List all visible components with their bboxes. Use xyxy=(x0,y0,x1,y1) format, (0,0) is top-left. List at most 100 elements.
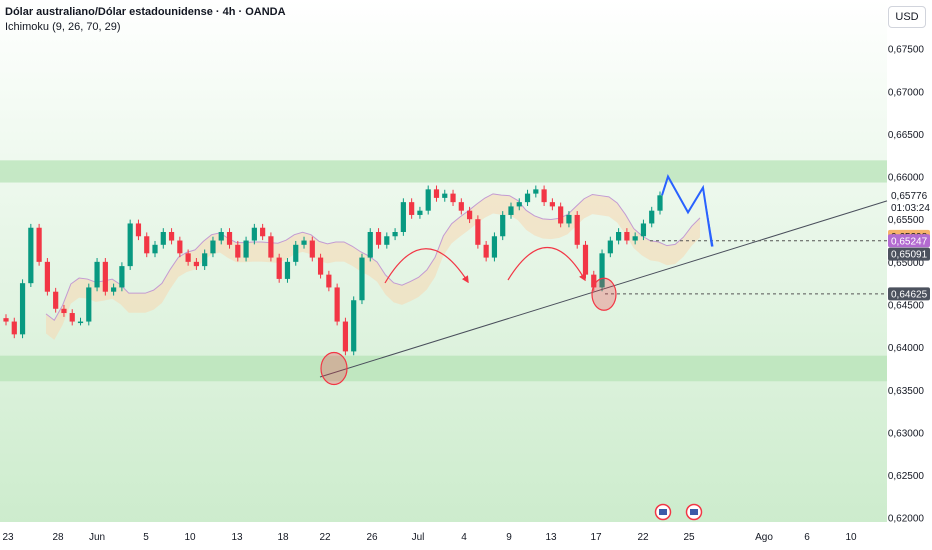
x-tick-label: 25 xyxy=(683,532,695,543)
candle xyxy=(301,240,307,245)
chart-header: Dólar australiano/Dólar estadounidense ·… xyxy=(5,5,286,35)
candle xyxy=(317,257,324,275)
candle xyxy=(53,291,59,309)
y-tick-label: 0,62500 xyxy=(888,471,925,482)
candle xyxy=(384,236,390,245)
candle xyxy=(69,313,75,322)
candle xyxy=(251,227,257,241)
price-tag xyxy=(888,247,930,261)
candle xyxy=(367,232,373,258)
x-tick-label: 4 xyxy=(461,532,467,543)
x-tick-label: 22 xyxy=(637,532,649,543)
x-tick-label: Jul xyxy=(412,532,425,543)
x-tick-label: 5 xyxy=(143,532,149,543)
candle xyxy=(516,202,522,207)
candle xyxy=(500,214,506,237)
candle xyxy=(433,189,440,198)
x-tick-label: 18 xyxy=(277,532,289,543)
trendline xyxy=(319,200,888,378)
x-tick-label: 23 xyxy=(2,532,14,543)
y-tick-label: 0,63000 xyxy=(888,428,925,439)
curved-arrow xyxy=(507,246,586,282)
plot-background xyxy=(0,0,887,522)
ichimoku-cloud xyxy=(46,193,700,340)
candle xyxy=(284,261,291,279)
us-flag-icon xyxy=(690,509,698,515)
candle xyxy=(524,193,531,203)
candle xyxy=(127,223,133,267)
candle xyxy=(210,240,216,254)
y-tick-label: 0,65000 xyxy=(888,258,925,269)
candle xyxy=(235,244,241,258)
y-tick-label: 0,64000 xyxy=(888,343,925,354)
x-tick-label: 9 xyxy=(506,532,512,543)
indicator-label[interactable]: Ichimoku (9, 26, 70, 29) xyxy=(5,21,121,33)
candle xyxy=(342,321,349,352)
zone-band xyxy=(0,355,887,382)
candle xyxy=(102,261,108,292)
candle xyxy=(334,287,340,322)
candle xyxy=(359,257,365,301)
candle xyxy=(260,227,266,237)
candle xyxy=(574,214,580,245)
candle xyxy=(549,202,555,207)
price-tag xyxy=(888,287,930,301)
symbol-title[interactable]: Dólar australiano/Dólar estadounidense ·… xyxy=(5,6,286,18)
projection-tail xyxy=(702,187,714,247)
curved-arrow xyxy=(384,248,469,284)
candle xyxy=(326,274,332,288)
candle xyxy=(243,240,249,258)
x-tick-label: Jun xyxy=(89,532,105,543)
y-tick-label: 0,62000 xyxy=(888,514,925,525)
candle xyxy=(268,236,274,258)
candle xyxy=(409,202,415,215)
x-tick-label: 13 xyxy=(545,532,557,543)
candle xyxy=(309,240,315,258)
x-tick-label: 28 xyxy=(52,532,64,543)
candle xyxy=(28,227,34,284)
candle xyxy=(599,253,605,288)
countdown-label: 01:03:24 xyxy=(891,203,930,214)
candle xyxy=(657,195,663,211)
y-tick-label: 0,65500 xyxy=(888,215,925,226)
candle xyxy=(483,244,489,258)
candle xyxy=(417,210,423,215)
candle xyxy=(458,202,464,211)
price-tag-label: 0,65247 xyxy=(891,236,928,247)
candle xyxy=(3,318,9,322)
low-circle xyxy=(320,351,348,386)
candle xyxy=(475,219,481,245)
price-tag xyxy=(888,189,930,216)
candle xyxy=(375,232,382,245)
candle xyxy=(632,236,638,241)
candle xyxy=(392,232,398,237)
currency-button[interactable]: USD xyxy=(888,6,926,28)
candle xyxy=(202,253,208,267)
candle xyxy=(185,253,191,262)
low-circle xyxy=(591,277,617,311)
candle xyxy=(276,257,282,279)
candle xyxy=(508,206,514,215)
price-tag xyxy=(888,234,930,248)
candle xyxy=(135,223,142,237)
zone-band xyxy=(0,160,887,183)
us-flag-icon xyxy=(659,509,667,515)
candle xyxy=(144,236,150,254)
y-tick-label: 0,66500 xyxy=(888,130,925,141)
candle xyxy=(558,206,564,224)
x-tick-label: 10 xyxy=(184,532,196,543)
candle xyxy=(77,321,84,324)
y-tick-label: 0,67000 xyxy=(888,87,925,98)
candle xyxy=(36,227,42,262)
x-tick-label: 6 xyxy=(804,532,810,543)
y-tick-label: 0,64500 xyxy=(888,301,925,312)
price-tag-label: 0,64625 xyxy=(891,289,928,300)
candle xyxy=(193,261,200,267)
candle xyxy=(160,232,166,245)
x-tick-label: 17 xyxy=(590,532,602,543)
candle xyxy=(400,202,406,232)
candle xyxy=(649,210,655,224)
candle xyxy=(591,274,597,288)
